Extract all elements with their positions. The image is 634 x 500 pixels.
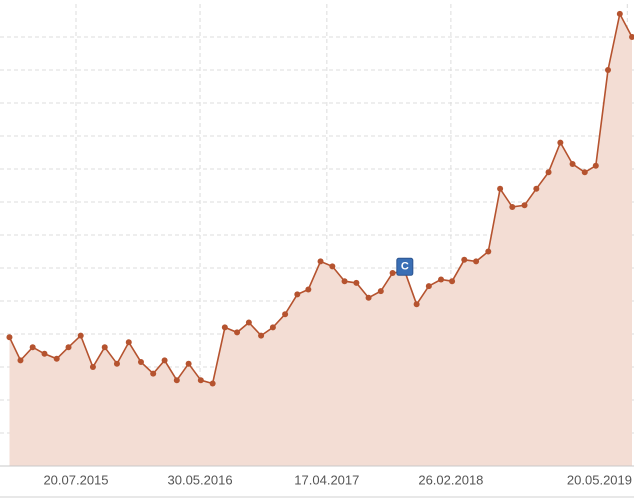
- point: [569, 161, 576, 168]
- point: [245, 319, 252, 326]
- point: [341, 278, 348, 285]
- point: [377, 288, 384, 295]
- point: [269, 324, 276, 331]
- point: [353, 279, 360, 286]
- annotation-label: C: [401, 261, 409, 273]
- point: [113, 360, 120, 367]
- point: [101, 344, 108, 351]
- point: [329, 263, 336, 270]
- point: [17, 357, 24, 364]
- point: [89, 364, 96, 370]
- point: [557, 139, 564, 146]
- annotation: C: [396, 257, 414, 276]
- point: [581, 169, 588, 176]
- point: [161, 357, 168, 364]
- point: [294, 291, 301, 298]
- point: [234, 329, 241, 336]
- area: [9, 13, 632, 467]
- point: [438, 276, 445, 283]
- point: [65, 344, 72, 351]
- point: [605, 67, 612, 73]
- point: [509, 203, 516, 210]
- point: [545, 169, 552, 176]
- point: [629, 34, 634, 40]
- point: [53, 355, 60, 362]
- point: [173, 377, 180, 384]
- point: [29, 344, 36, 351]
- point: [6, 334, 13, 341]
- point: [258, 332, 265, 339]
- point: [197, 377, 204, 384]
- point: [521, 202, 528, 209]
- point: [150, 370, 157, 377]
- point: [425, 283, 432, 290]
- x-tick-label: 30.05.2016: [168, 472, 233, 487]
- point: [616, 10, 623, 17]
- point: [533, 185, 540, 192]
- point: [125, 339, 132, 346]
- point: [473, 258, 480, 265]
- point: [317, 258, 324, 265]
- point: [282, 311, 289, 318]
- point: [137, 359, 144, 366]
- point: [41, 350, 48, 357]
- point: [592, 162, 599, 169]
- point: [485, 248, 492, 255]
- point: [365, 294, 372, 301]
- x-tick-label: 17.04.2017: [294, 472, 359, 487]
- x-tick-label: 20.05.2019: [567, 472, 632, 487]
- point: [185, 360, 192, 367]
- point: [77, 332, 84, 339]
- point: [389, 269, 396, 276]
- point: [497, 185, 504, 192]
- x-tick-label: 26.02.2018: [418, 472, 483, 487]
- point: [305, 286, 312, 293]
- point: [461, 256, 468, 263]
- point: [221, 324, 228, 331]
- x-tick-label: 20.07.2015: [43, 472, 108, 487]
- point: [449, 278, 456, 285]
- point: [413, 301, 420, 308]
- annotation-flag: [396, 257, 414, 276]
- point: [209, 380, 216, 387]
